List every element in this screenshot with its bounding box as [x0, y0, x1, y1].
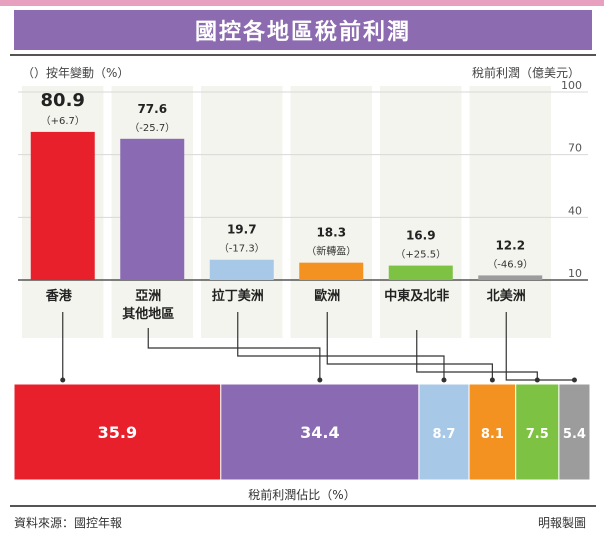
top-divider [10, 54, 596, 56]
share-segment-1 [220, 383, 420, 481]
value-label-5: 12.2 [495, 238, 525, 252]
source-note: 資料來源：國控年報 [14, 516, 123, 530]
connector-line-3 [326, 312, 493, 378]
share-label-5: 5.4 [563, 427, 586, 442]
category-label-5: 北美洲 [487, 288, 526, 304]
share-label-2: 8.7 [432, 427, 455, 442]
value-label-0: 80.9 [41, 90, 85, 111]
connector-dot-2 [441, 377, 447, 383]
bar-5 [478, 275, 543, 280]
change-label-2: （-17.3） [219, 243, 265, 255]
change-label-0: （+6.7） [41, 115, 85, 127]
chart-title: 國控各地區稅前利潤 [14, 10, 592, 50]
share-label-1: 34.4 [300, 423, 339, 442]
top-stripe [0, 0, 604, 6]
share-label-4: 7.5 [526, 427, 549, 442]
category-label-1-1: 其他地區 [122, 306, 174, 322]
connector-dot-0 [60, 377, 66, 383]
bar-3 [299, 262, 364, 280]
share-label-3: 8.1 [481, 427, 504, 442]
y-tick-label-1: 70 [568, 142, 582, 155]
y-tick-label-3: 10 [568, 267, 582, 280]
share-segment-4 [515, 383, 560, 481]
share-caption: 稅前利潤佔比（%） [248, 488, 356, 502]
credit-note: 明報製圖 [537, 516, 586, 530]
category-label-0: 香港 [45, 288, 73, 304]
category-panel-4 [380, 86, 462, 338]
bar-0 [30, 131, 95, 280]
category-label-4: 中東及北非 [384, 288, 449, 304]
change-label-3: （新轉盈） [306, 245, 356, 258]
connector-dot-5 [571, 377, 577, 383]
value-label-4: 16.9 [406, 229, 436, 243]
value-label-3: 18.3 [316, 226, 346, 240]
category-panel-2 [201, 86, 283, 338]
category-label-2: 拉丁美洲 [212, 288, 264, 304]
connector-line-2 [237, 312, 445, 378]
bar-2 [209, 259, 274, 280]
value-label-1: 77.6 [137, 102, 167, 116]
share-segment-5 [558, 383, 591, 481]
change-label-5: （-46.9） [487, 258, 533, 270]
bar-1 [120, 138, 185, 280]
bar-4 [388, 265, 453, 280]
category-panel-5 [469, 86, 551, 338]
category-label-3: 歐洲 [314, 288, 340, 304]
value-label-2: 19.7 [227, 223, 257, 237]
change-caption: （）按年變動（%） [22, 66, 130, 80]
connector-line-4 [416, 330, 538, 378]
change-label-4: （+25.5） [395, 249, 446, 261]
unit-caption: 稅前利潤（億美元） [471, 66, 580, 80]
category-label-1-0: 亞洲 [135, 289, 161, 304]
y-tick-label-2: 40 [568, 204, 582, 217]
share-segment-2 [418, 383, 470, 481]
connector-dot-1 [317, 377, 323, 383]
y-tick-label-0: 100 [561, 79, 582, 92]
bottom-divider [10, 505, 596, 507]
connector-dot-3 [489, 377, 495, 383]
change-label-1: （-25.7） [129, 122, 175, 134]
share-label-0: 35.9 [98, 423, 137, 442]
share-segment-0 [13, 383, 222, 481]
connector-line-1 [147, 328, 321, 378]
category-panel-3 [290, 86, 372, 338]
